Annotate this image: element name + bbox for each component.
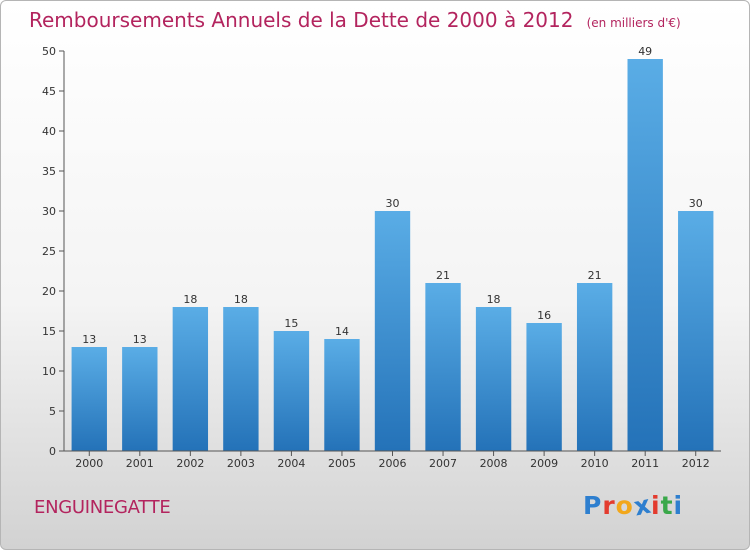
logo-letter: i (673, 491, 684, 520)
bar-2003 (223, 307, 259, 451)
x-tick-label: 2004 (277, 457, 305, 470)
data-label: 18 (234, 293, 248, 306)
bar-2004 (273, 331, 310, 451)
bar-2006 (374, 211, 411, 451)
chart-title-block: Remboursements Annuels de la Dette de 20… (29, 8, 681, 32)
x-tick-label: 2005 (328, 457, 356, 470)
y-tick-label: 25 (42, 245, 56, 258)
data-label: 18 (183, 293, 197, 306)
y-tick-label: 15 (42, 325, 56, 338)
data-label: 15 (284, 317, 298, 330)
y-axis: 0 5 10 15 20 25 30 35 40 45 50 (42, 45, 65, 458)
data-label: 49 (638, 45, 652, 58)
x-tick-label: 2011 (631, 457, 659, 470)
x-tick-label: 2008 (480, 457, 508, 470)
chart-unit: (en milliers d'€) (586, 16, 681, 30)
bars: 13 13 18 18 15 14 30 21 18 16 21 49 30 (71, 45, 714, 451)
commune-name: ENGUINEGATTE (34, 497, 171, 518)
data-label: 16 (537, 309, 551, 322)
y-tick-label: 40 (42, 125, 56, 138)
y-tick-label: 10 (42, 365, 56, 378)
bar-2010 (576, 283, 613, 451)
bar-2005 (324, 339, 360, 451)
data-label: 13 (133, 333, 147, 346)
y-tick-label: 30 (42, 205, 56, 218)
data-label: 30 (689, 197, 703, 210)
x-tick-label: 2009 (530, 457, 558, 470)
data-label: 21 (436, 269, 450, 282)
x-tick-label: 2006 (379, 457, 407, 470)
data-label: 14 (335, 325, 349, 338)
x-tick-label: 2007 (429, 457, 457, 470)
y-tick-label: 45 (42, 85, 56, 98)
bar-2011 (627, 59, 663, 451)
x-tick-label: 2010 (581, 457, 609, 470)
x-axis: 2000 2001 2002 2003 2004 2005 2006 2007 2008 2009… (64, 450, 721, 470)
bar-2002 (172, 307, 209, 451)
data-label: 18 (487, 293, 501, 306)
bar-2000 (71, 347, 107, 451)
x-tick-label: 2001 (126, 457, 154, 470)
x-tick-label: 2000 (75, 457, 103, 470)
logo-letter: i (651, 491, 661, 520)
logo-letter: t (660, 491, 674, 520)
x-tick-label: 2002 (176, 457, 204, 470)
data-label: 21 (588, 269, 602, 282)
y-tick-label: 0 (49, 445, 56, 458)
y-tick-label: 50 (42, 45, 56, 58)
data-label: 13 (82, 333, 96, 346)
x-tick-label: 2003 (227, 457, 255, 470)
y-tick-label: 5 (49, 405, 56, 418)
logo-letter: r (602, 491, 616, 520)
bar-2001 (122, 347, 158, 451)
bar-2007 (425, 283, 461, 451)
logo-letter: o (615, 491, 634, 520)
logo-letter: P (583, 491, 603, 520)
x-tick-label: 2012 (682, 457, 710, 470)
y-tick-label: 35 (42, 165, 56, 178)
bar-2012 (678, 211, 714, 451)
proxiti-logo: Proxiti (583, 490, 684, 522)
chart-title: Remboursements Annuels de la Dette de 20… (29, 8, 574, 32)
bar-2009 (526, 323, 562, 451)
data-label: 30 (386, 197, 400, 210)
bar-2008 (475, 307, 512, 451)
y-tick-label: 20 (42, 285, 56, 298)
